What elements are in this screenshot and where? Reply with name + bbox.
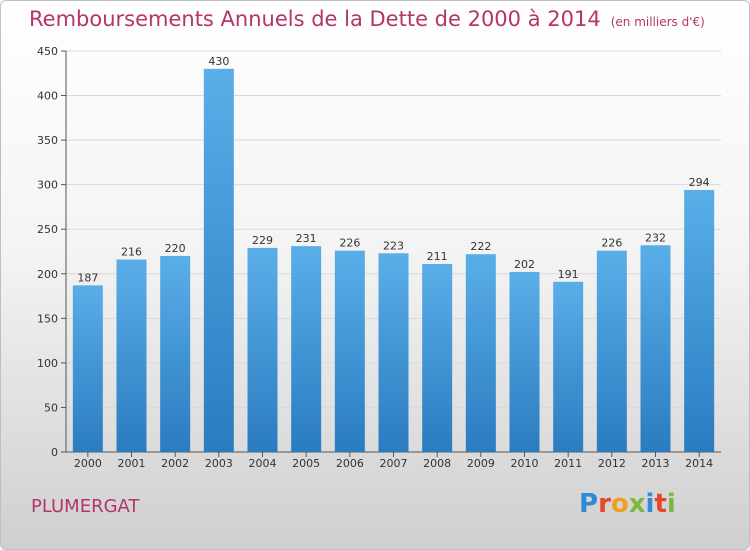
- bar: [160, 255, 191, 452]
- y-tick-label: 50: [44, 401, 58, 414]
- y-tick-label: 400: [37, 90, 58, 103]
- y-tick-label: 0: [51, 446, 58, 459]
- data-label: 226: [601, 237, 622, 250]
- x-tick-label: 2002: [161, 457, 189, 470]
- data-label: 211: [427, 250, 448, 263]
- data-label: 187: [77, 271, 98, 284]
- data-label: 430: [208, 55, 229, 68]
- x-tick-label: 2012: [598, 457, 626, 470]
- x-tick-label: 2000: [74, 457, 102, 470]
- data-label: 191: [558, 268, 579, 281]
- y-tick-label: 100: [37, 357, 58, 370]
- bar: [334, 250, 365, 452]
- logo-letter: i: [645, 489, 655, 519]
- x-tick-label: 2014: [685, 457, 713, 470]
- location-name: PLUMERGAT: [31, 496, 140, 517]
- logo-letter: o: [610, 489, 629, 519]
- bar: [553, 281, 584, 452]
- data-label: 216: [121, 246, 142, 259]
- y-tick-label: 150: [37, 312, 58, 325]
- bar: [596, 250, 627, 452]
- x-tick-label: 2013: [642, 457, 670, 470]
- bar: [422, 263, 453, 452]
- x-tick-label: 2007: [380, 457, 408, 470]
- x-tick-label: 2001: [118, 457, 146, 470]
- x-tick-label: 2010: [511, 457, 539, 470]
- logo-letter: P: [579, 489, 599, 519]
- x-tick-label: 2008: [423, 457, 451, 470]
- bar: [203, 68, 234, 453]
- data-label: 231: [296, 232, 317, 245]
- logo-letter: r: [598, 489, 611, 519]
- data-label: 223: [383, 239, 404, 252]
- data-label: 226: [339, 237, 360, 250]
- data-label: 202: [514, 258, 535, 271]
- bar: [72, 285, 103, 452]
- proxiti-logo: Proxiti: [579, 489, 676, 519]
- y-tick-label: 250: [37, 223, 58, 236]
- chart-unit-note: (en milliers d'€): [610, 15, 705, 29]
- bar: [247, 247, 278, 452]
- chart-title-text: Remboursements Annuels de la Dette de 20…: [29, 7, 601, 31]
- bar: [291, 246, 322, 452]
- y-tick-label: 200: [37, 268, 58, 281]
- x-tick-label: 2006: [336, 457, 364, 470]
- data-label: 294: [689, 176, 710, 189]
- x-tick-label: 2009: [467, 457, 495, 470]
- bar: [116, 259, 147, 452]
- logo-letter: t: [654, 489, 667, 519]
- logo-letter: x: [628, 489, 646, 519]
- bar: [640, 245, 671, 452]
- bar: [684, 190, 715, 452]
- data-label: 232: [645, 231, 666, 244]
- y-tick-label: 450: [37, 45, 58, 58]
- y-tick-label: 350: [37, 134, 58, 147]
- data-label: 222: [470, 240, 491, 253]
- data-label: 220: [165, 242, 186, 255]
- bar: [465, 254, 496, 452]
- data-label: 229: [252, 234, 273, 247]
- bar: [509, 271, 540, 452]
- x-tick-label: 2004: [249, 457, 277, 470]
- x-tick-label: 2011: [554, 457, 582, 470]
- y-tick-label: 300: [37, 179, 58, 192]
- labels: 0 50 100 150 200 250 300 350 400 450 2000 187 2001 21…: [37, 45, 713, 470]
- x-tick-label: 2003: [205, 457, 233, 470]
- logo-letter: i: [666, 489, 676, 519]
- x-tick-label: 2005: [292, 457, 320, 470]
- bar: [378, 253, 409, 452]
- bars: [72, 68, 715, 453]
- chart-title: Remboursements Annuels de la Dette de 20…: [29, 7, 705, 31]
